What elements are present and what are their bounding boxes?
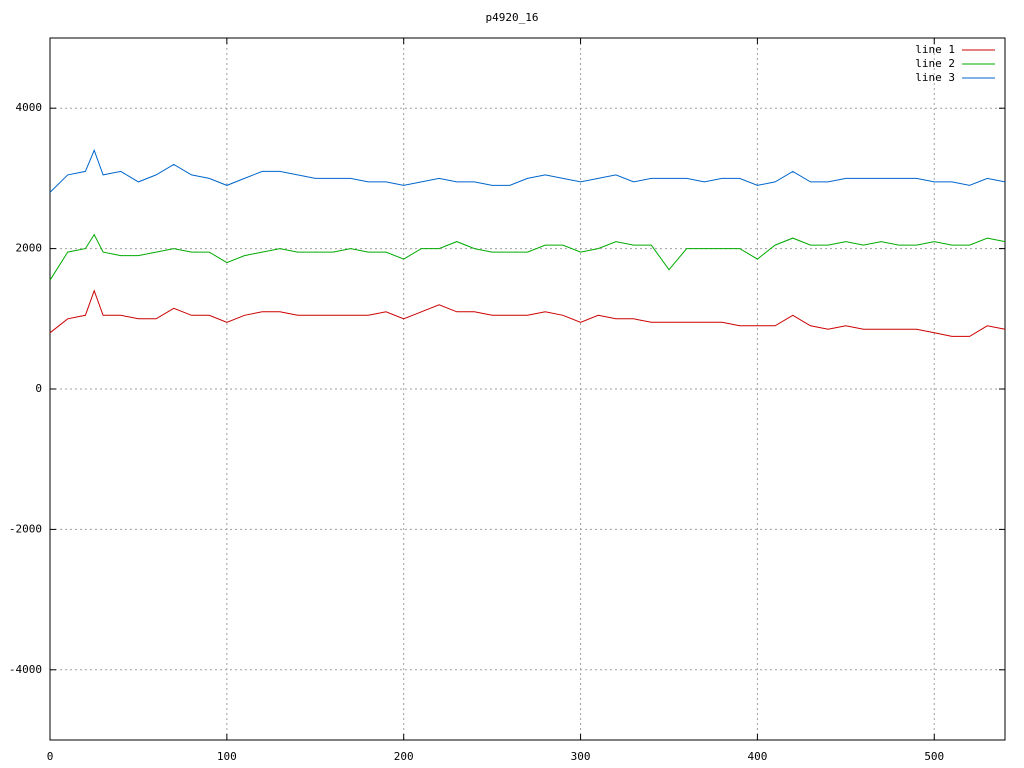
y-tick-label: 4000 (16, 101, 43, 114)
legend-label: line 1 (915, 43, 955, 56)
series-line (49, 233, 1006, 281)
x-tick-label: 0 (47, 750, 54, 763)
x-tick-label: 500 (924, 750, 944, 763)
chart-title: p4920_16 (486, 11, 539, 24)
x-tick-label: 100 (217, 750, 237, 763)
series-line (49, 289, 1006, 337)
x-tick-label: 400 (747, 750, 767, 763)
x-tick-label: 300 (571, 750, 591, 763)
y-tick-label: -4000 (9, 663, 42, 676)
x-tick-label: 200 (394, 750, 414, 763)
y-tick-label: 2000 (16, 242, 43, 255)
plot-border (49, 37, 1006, 741)
series-line (49, 148, 1006, 193)
y-tick-label: 0 (35, 382, 42, 395)
y-tick-label: -2000 (9, 522, 42, 535)
legend-label: line 2 (915, 57, 955, 70)
legend-label: line 3 (915, 71, 955, 84)
